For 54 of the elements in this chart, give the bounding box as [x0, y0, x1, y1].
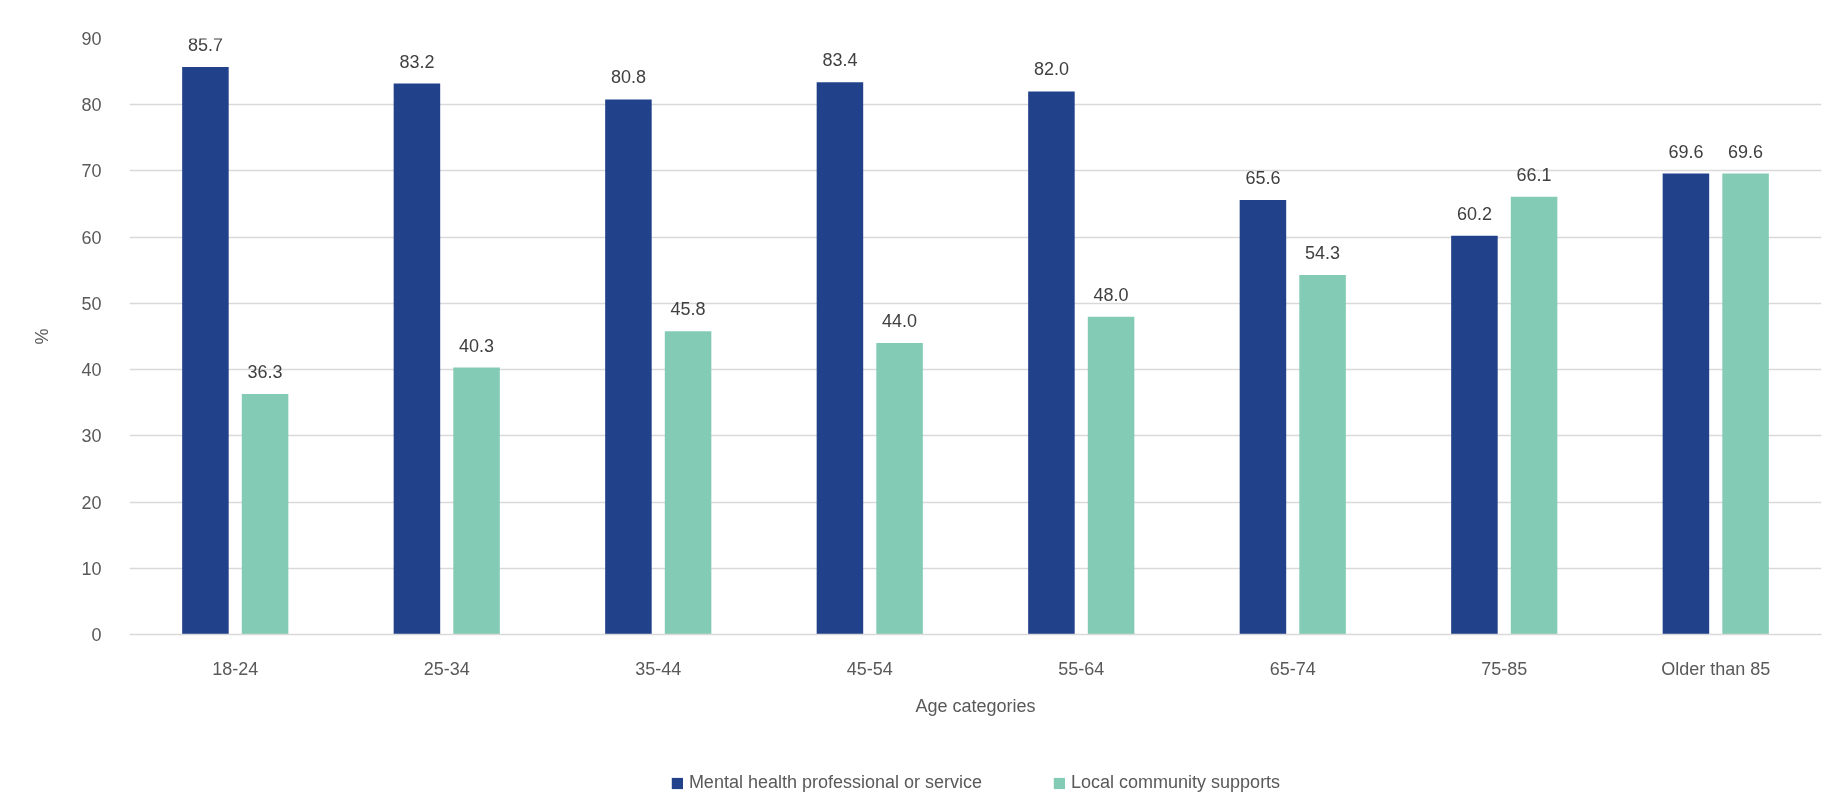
data-label: 54.3 — [1305, 242, 1341, 263]
y-tick-label: 60 — [81, 227, 102, 248]
bar — [876, 343, 923, 635]
bar — [1239, 200, 1287, 635]
data-label: 60.2 — [1456, 203, 1492, 224]
y-tick-label: 0 — [91, 625, 102, 645]
data-label: 66.1 — [1516, 164, 1552, 185]
data-label: 44.0 — [882, 311, 918, 332]
x-tick-label: Older than 85 — [1661, 658, 1771, 679]
data-label: 69.6 — [1728, 141, 1764, 162]
bar — [1028, 91, 1075, 635]
bar — [605, 99, 652, 635]
data-label: 36.3 — [247, 362, 283, 383]
data-label: 82.0 — [1033, 59, 1069, 80]
y-tick-label: 10 — [81, 558, 102, 579]
legend-label: Mental health professional or service — [688, 772, 983, 793]
data-label: 83.2 — [399, 51, 435, 72]
x-axis-title: Age categories — [915, 695, 1036, 716]
data-label: 69.6 — [1668, 141, 1704, 162]
data-label: 40.3 — [459, 335, 495, 356]
y-tick-label: 40 — [81, 360, 102, 381]
bar — [1087, 316, 1135, 635]
y-tick-label: 90 — [81, 29, 102, 49]
y-tick-label: 50 — [81, 293, 102, 314]
bar — [453, 367, 500, 635]
x-tick-label: 65-74 — [1269, 658, 1316, 679]
x-tick-label: 18-24 — [212, 658, 259, 679]
bar — [1299, 274, 1346, 635]
bar — [393, 83, 441, 635]
y-tick-label: 30 — [81, 426, 102, 447]
data-label: 65.6 — [1245, 168, 1281, 189]
x-tick-label: 45-54 — [846, 658, 893, 679]
data-label: 85.7 — [187, 34, 223, 55]
data-label: 45.8 — [670, 299, 706, 320]
x-tick-label: 25-34 — [423, 658, 470, 679]
data-label: 48.0 — [1093, 284, 1129, 305]
bar — [1662, 173, 1710, 635]
x-tick-label: 55-64 — [1058, 658, 1105, 679]
bar — [1722, 173, 1769, 635]
y-axis-title: % — [32, 328, 53, 345]
x-tick-label: 35-44 — [635, 658, 682, 679]
bar — [816, 82, 864, 635]
bar — [1510, 196, 1558, 635]
legend-label: Local community supports — [1071, 772, 1281, 793]
data-label: 80.8 — [610, 67, 646, 88]
bar — [1451, 235, 1498, 635]
y-tick-label: 20 — [81, 492, 102, 513]
bar — [182, 66, 229, 635]
bar — [664, 331, 712, 635]
x-tick-label: 75-85 — [1481, 658, 1528, 679]
y-tick-label: 70 — [81, 161, 102, 182]
data-label: 83.4 — [822, 50, 858, 71]
y-tick-label: 80 — [81, 95, 102, 116]
bar — [241, 394, 289, 635]
